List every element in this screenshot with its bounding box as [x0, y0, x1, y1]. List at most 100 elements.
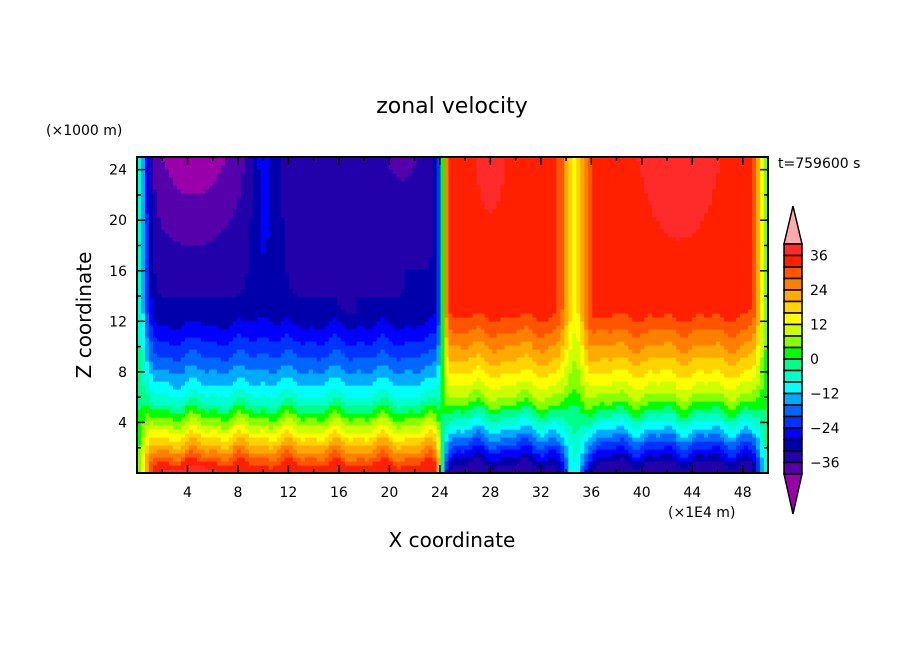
field-cell: [388, 441, 394, 446]
field-cell: [196, 417, 202, 422]
field-cell: [252, 257, 258, 262]
field-cell: [352, 345, 358, 350]
field-cell: [184, 253, 190, 258]
field-cell: [232, 389, 238, 394]
field-cell: [220, 405, 226, 410]
field-cell: [328, 301, 334, 306]
field-cell: [328, 261, 334, 266]
field-cell: [264, 317, 270, 322]
field-cell: [204, 465, 210, 470]
field-cell: [228, 365, 234, 370]
field-cell: [264, 197, 270, 202]
field-cell: [320, 209, 326, 214]
field-cell: [152, 453, 158, 458]
field-cell: [196, 405, 202, 410]
field-cell: [172, 441, 178, 446]
field-cell: [248, 465, 254, 470]
field-cell: [140, 229, 146, 234]
field-cell: [232, 317, 238, 322]
field-cell: [148, 281, 154, 286]
field-cell: [152, 457, 158, 462]
field-cell: [232, 309, 238, 314]
field-cell: [176, 357, 182, 362]
field-cell: [364, 457, 370, 462]
field-cell: [304, 385, 310, 390]
field-cell: [304, 225, 310, 230]
field-cell: [312, 409, 318, 414]
field-cell: [300, 257, 306, 262]
field-cell: [324, 253, 330, 258]
field-cell: [212, 353, 218, 358]
field-cell: [200, 409, 206, 414]
field-cell: [320, 349, 326, 354]
field-cell: [356, 345, 362, 350]
field-cell: [140, 245, 146, 250]
field-cell: [332, 365, 338, 370]
field-cell: [292, 325, 298, 330]
field-cell: [300, 197, 306, 202]
field-cell: [288, 437, 294, 442]
field-cell: [300, 245, 306, 250]
field-cell: [356, 353, 362, 358]
field-cell: [188, 217, 194, 222]
field-cell: [216, 465, 222, 470]
field-cell: [160, 241, 166, 246]
field-cell: [280, 461, 286, 466]
field-cell: [384, 157, 390, 162]
field-cell: [176, 337, 182, 342]
field-cell: [220, 429, 226, 434]
field-cell: [288, 449, 294, 454]
field-cell: [196, 329, 202, 334]
field-cell: [244, 405, 250, 410]
field-cell: [184, 325, 190, 330]
field-cell: [152, 409, 158, 414]
field-cell: [348, 261, 354, 266]
field-cell: [180, 181, 186, 186]
field-cell: [204, 257, 210, 262]
field-cell: [192, 393, 198, 398]
field-cell: [308, 213, 314, 218]
field-cell: [328, 285, 334, 290]
field-cell: [284, 429, 290, 434]
field-cell: [304, 441, 310, 446]
field-cell: [137, 217, 142, 222]
field-cell: [224, 217, 230, 222]
field-cell: [244, 217, 250, 222]
field-cell: [268, 329, 274, 334]
field-cell: [332, 165, 338, 170]
field-cell: [260, 245, 266, 250]
field-cell: [232, 165, 238, 170]
field-cell: [380, 165, 386, 170]
field-cell: [236, 437, 242, 442]
field-cell: [332, 369, 338, 374]
field-cell: [176, 333, 182, 338]
field-cell: [356, 229, 362, 234]
field-cell: [172, 185, 178, 190]
field-cell: [352, 189, 358, 194]
field-cell: [280, 249, 286, 254]
field-cell: [284, 445, 290, 450]
field-cell: [228, 453, 234, 458]
field-cell: [168, 465, 174, 470]
field-cell: [316, 409, 322, 414]
field-cell: [148, 301, 154, 306]
field-cell: [296, 197, 302, 202]
field-cell: [168, 325, 174, 330]
field-cell: [312, 225, 318, 230]
field-cell: [140, 337, 146, 342]
field-cell: [240, 277, 246, 282]
field-cell: [328, 449, 334, 454]
field-cell: [356, 329, 362, 334]
field-cell: [144, 385, 150, 390]
field-cell: [148, 217, 154, 222]
field-cell: [160, 325, 166, 330]
field-cell: [272, 245, 278, 250]
field-cell: [328, 309, 334, 314]
field-cell: [376, 377, 382, 382]
field-cell: [316, 289, 322, 294]
field-cell: [236, 221, 242, 226]
field-cell: [384, 193, 390, 198]
field-cell: [268, 353, 274, 358]
field-cell: [340, 385, 346, 390]
field-cell: [336, 329, 342, 334]
